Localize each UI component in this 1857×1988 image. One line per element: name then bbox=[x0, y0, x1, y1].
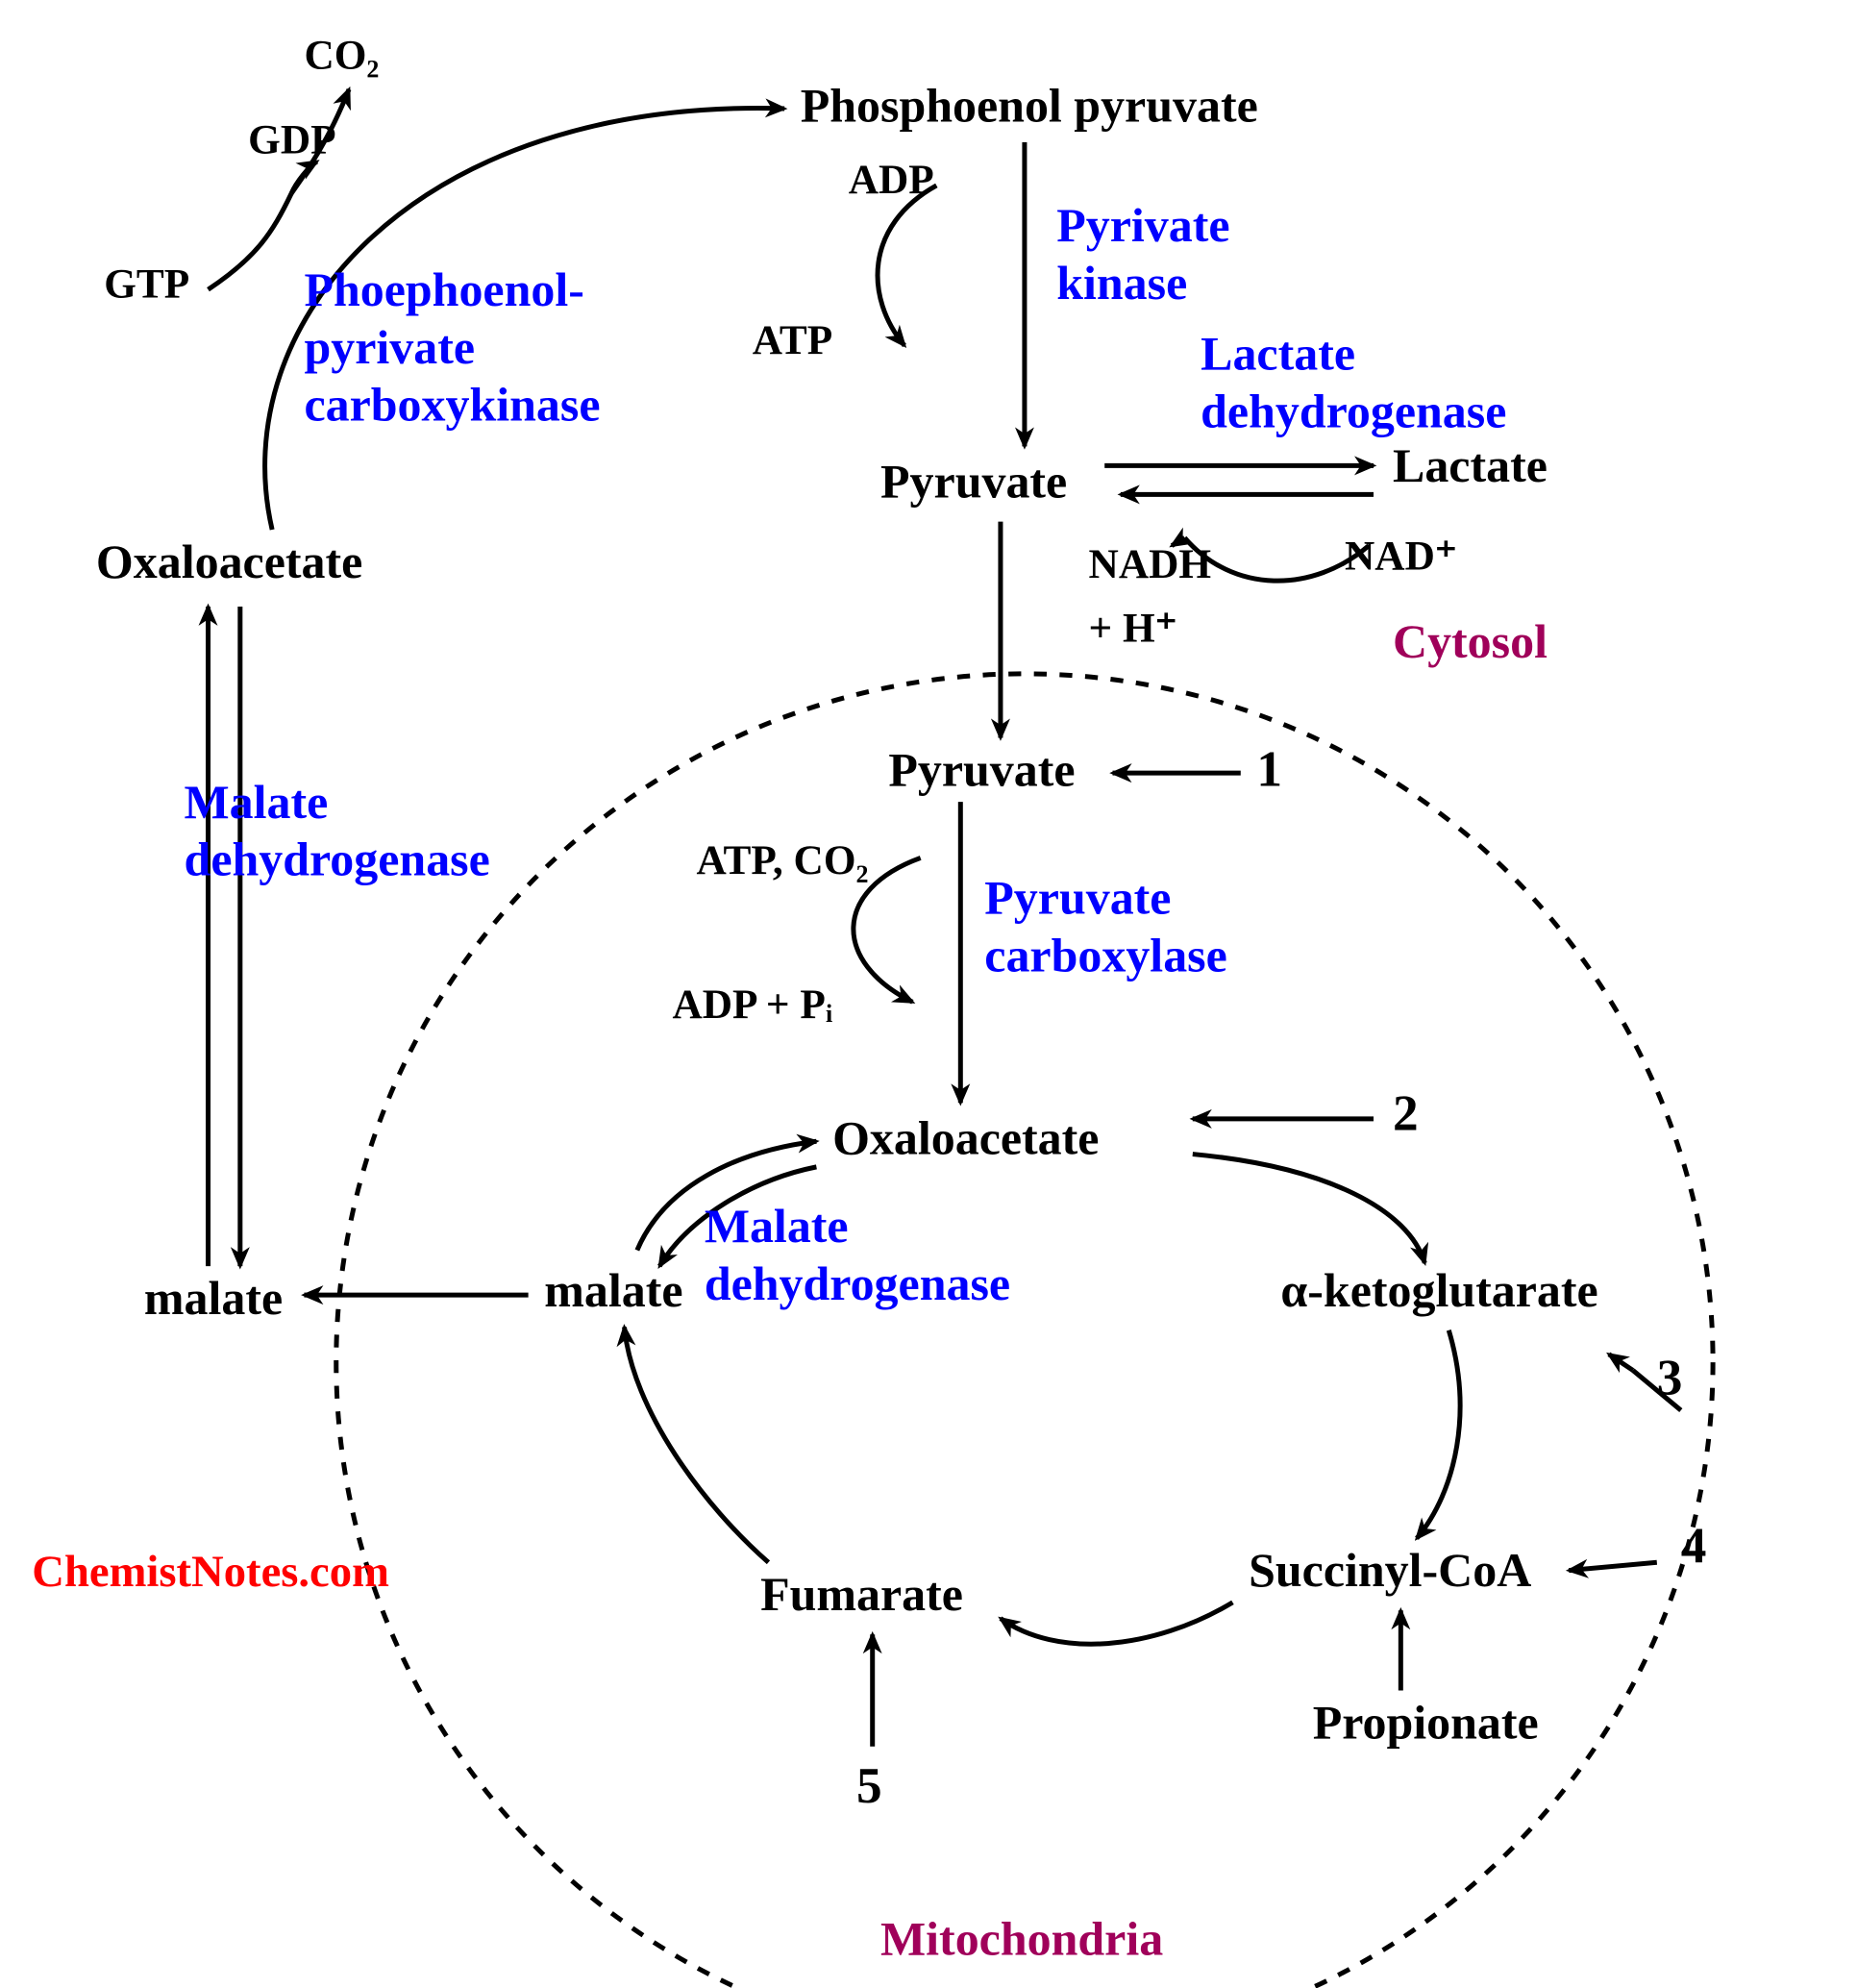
metabolic-pathway-diagram: CO₂ GDP GTP Phosphoenol pyruvate ADP ATP Pyruv… bbox=[0, 0, 1857, 1988]
labels-layer: CO₂ GDP GTP Phosphoenol pyruvate ADP ATP Pyruv… bbox=[32, 32, 1706, 1965]
enzyme-ldh: Lactatedehydrogenase bbox=[1201, 326, 1506, 437]
entry-point-5: 5 bbox=[856, 1757, 882, 1814]
metabolite-atp: ATP bbox=[753, 317, 832, 363]
enzyme-ldh-line-0: Lactate bbox=[1201, 326, 1355, 380]
enzyme-mdh_m-line-0: Malate bbox=[705, 1199, 849, 1253]
enzyme-pepck: Phoephoenol-pyrivatecarboxykinase bbox=[304, 262, 600, 432]
enzyme-mdh_m: Malatedehydrogenase bbox=[705, 1199, 1010, 1310]
metabolite-atp_co2: ATP, CO₂ bbox=[697, 837, 869, 883]
enzyme-pc-line-1: carboxylase bbox=[984, 929, 1227, 982]
enzyme-pk-line-0: Pyrivate bbox=[1056, 198, 1229, 252]
entry-point-3: 3 bbox=[1657, 1349, 1683, 1405]
enzyme-pk-line-1: kinase bbox=[1056, 256, 1187, 310]
enzyme-pepck-line-2: carboxykinase bbox=[304, 378, 600, 432]
metabolite-pep: Phosphoenol pyruvate bbox=[801, 78, 1258, 132]
metabolite-hplus: + H⁺ bbox=[1089, 606, 1177, 652]
arrow-gtp_in bbox=[209, 193, 292, 289]
arrow-entry3 bbox=[1609, 1354, 1633, 1371]
enzyme-pc: Pyruvatecarboxylase bbox=[984, 871, 1227, 982]
arrow-nad_curve bbox=[1184, 537, 1369, 581]
enzyme-mdh_c: Malatedehydrogenase bbox=[185, 775, 490, 886]
metabolite-oaa_c: Oxaloacetate bbox=[96, 534, 362, 588]
arrow-adp_atp_curve bbox=[878, 186, 936, 346]
arrow-akg_to_succoa bbox=[1417, 1330, 1460, 1539]
metabolite-malate_c: malate bbox=[144, 1271, 283, 1325]
compartment-cytosol: Cytosol bbox=[1393, 614, 1548, 668]
arrow-succoa_to_fum bbox=[1001, 1603, 1233, 1644]
metabolite-propionate: Propionate bbox=[1313, 1695, 1539, 1749]
metabolite-gtp: GTP bbox=[104, 261, 189, 308]
metabolite-pyruvate_c: Pyruvate bbox=[880, 455, 1067, 509]
enzyme-mdh_c-line-1: dehydrogenase bbox=[185, 832, 490, 886]
metabolite-adp: ADP bbox=[849, 157, 934, 203]
enzyme-mdh_c-line-0: Malate bbox=[185, 775, 329, 829]
arrow-entry4 bbox=[1569, 1562, 1657, 1570]
compartment-mitochondria: Mitochondria bbox=[880, 1911, 1163, 1965]
entry-point-4: 4 bbox=[1681, 1517, 1707, 1574]
metabolite-akg: α-ketoglutarate bbox=[1280, 1263, 1597, 1317]
metabolite-nadplus: NAD⁺ bbox=[1345, 534, 1457, 580]
entry-point-1: 1 bbox=[1256, 740, 1282, 797]
watermark: ChemistNotes.com bbox=[32, 1547, 389, 1597]
arrow-fum_to_mal bbox=[625, 1327, 769, 1562]
enzyme-pepck-line-0: Phoephoenol- bbox=[304, 262, 583, 316]
metabolite-malate_m: malate bbox=[544, 1263, 682, 1317]
arrow-oaa_to_akg bbox=[1193, 1155, 1425, 1263]
metabolite-adp_pi: ADP + Pᵢ bbox=[673, 982, 833, 1028]
metabolite-oaa_m: Oxaloacetate bbox=[832, 1111, 1099, 1165]
entry-point-2: 2 bbox=[1393, 1085, 1419, 1142]
enzyme-pepck-line-1: pyrivate bbox=[304, 320, 475, 374]
metabolite-pyruvate_m: Pyruvate bbox=[888, 742, 1075, 796]
metabolite-succoa: Succinyl-CoA bbox=[1249, 1543, 1531, 1597]
metabolite-nadh: NADH bbox=[1089, 541, 1211, 587]
enzyme-mdh_m-line-1: dehydrogenase bbox=[705, 1256, 1010, 1310]
metabolite-lactate: Lactate bbox=[1393, 438, 1548, 492]
metabolite-gdp: GDP bbox=[248, 117, 335, 163]
enzyme-pk: Pyrivatekinase bbox=[1056, 198, 1229, 310]
enzyme-ldh-line-1: dehydrogenase bbox=[1201, 384, 1506, 437]
enzyme-pc-line-0: Pyruvate bbox=[984, 871, 1171, 925]
metabolite-co2: CO₂ bbox=[304, 32, 379, 78]
metabolite-fumarate: Fumarate bbox=[760, 1567, 963, 1621]
